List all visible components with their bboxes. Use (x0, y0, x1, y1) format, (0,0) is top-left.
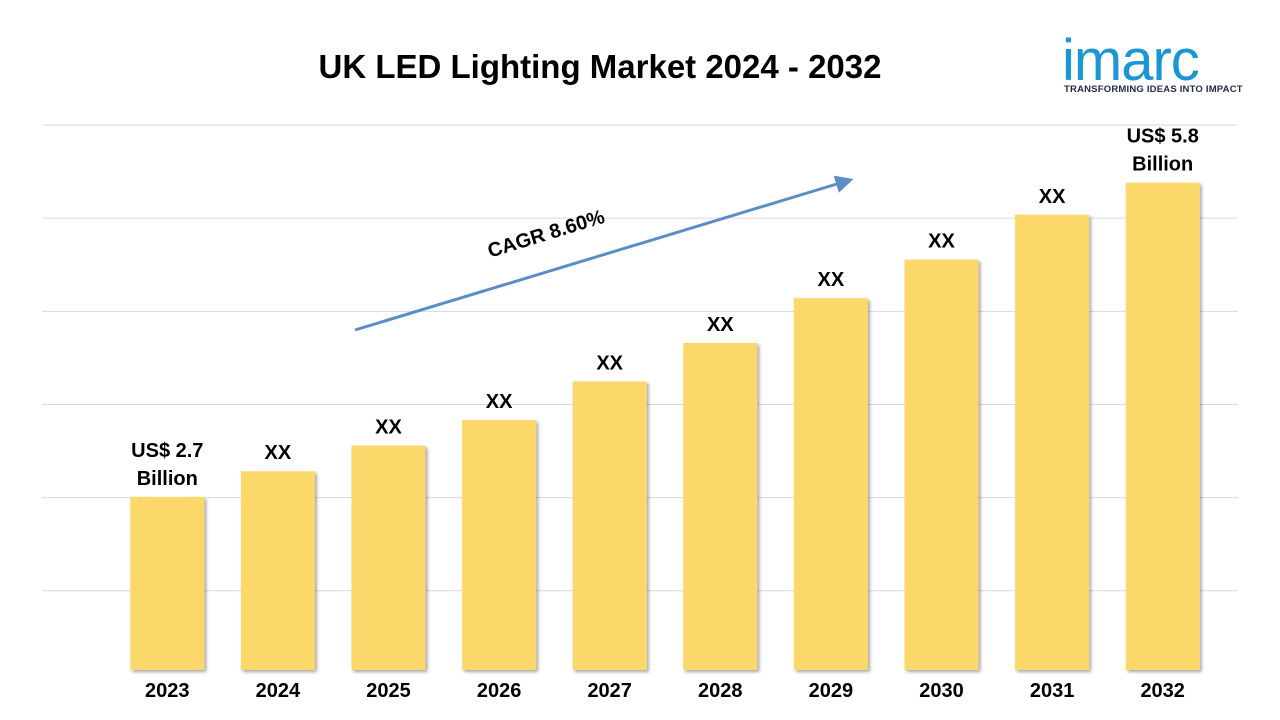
cagr-arrow (354, 175, 854, 332)
bar-2025 (351, 445, 426, 670)
data-label-2023: Billion (137, 468, 198, 490)
bar-2028 (683, 343, 758, 670)
bar-2029 (793, 298, 868, 670)
category-label-2026: 2026 (477, 680, 522, 702)
chart-title: UK LED Lighting Market 2024 - 2032 (319, 48, 882, 85)
category-label-2025: 2025 (366, 680, 411, 702)
data-label-2026: XX (486, 391, 513, 413)
cagr-annotation: CAGR 8.60% (485, 206, 607, 263)
bar-2032 (1125, 182, 1200, 671)
data-label-2025: XX (375, 417, 402, 439)
data-label-2024: XX (265, 442, 292, 464)
data-label-2029: XX (818, 269, 845, 291)
category-labels: 2023 2024 2025 2026 2027 2028 2029 2030 2031 2032 (145, 680, 1185, 702)
category-label-2024: 2024 (256, 680, 301, 702)
bar-2026 (462, 419, 537, 670)
category-label-2027: 2027 (587, 680, 632, 702)
data-label-2027: XX (596, 352, 623, 374)
data-label-2028: XX (707, 314, 734, 336)
bars (130, 182, 1200, 671)
data-labels: US$ 2.7 Billion XX XX XX XX XX XX XX XX US$ 5.8 Bil… (131, 126, 1199, 490)
category-label-2030: 2030 (919, 680, 964, 702)
bar-2027 (572, 381, 647, 670)
bar-2023 (130, 496, 205, 670)
data-label-2031: XX (1039, 186, 1066, 208)
category-label-2029: 2029 (809, 680, 854, 702)
logo-wordmark: imarc (1062, 28, 1199, 93)
bar-2031 (1015, 214, 1090, 670)
category-label-2031: 2031 (1030, 680, 1075, 702)
data-label-2023: US$ 2.7 (131, 440, 203, 462)
imarc-logo: imarc TRANSFORMING IDEAS INTO IMPACT (1062, 28, 1243, 95)
category-label-2028: 2028 (698, 680, 743, 702)
bar-2024 (240, 471, 315, 670)
category-label-2023: 2023 (145, 680, 190, 702)
category-label-2032: 2032 (1140, 680, 1185, 702)
logo-tagline: TRANSFORMING IDEAS INTO IMPACT (1064, 84, 1243, 95)
data-label-2032: Billion (1132, 154, 1193, 176)
data-label-2032: US$ 5.8 (1127, 126, 1199, 148)
data-label-2030: XX (928, 231, 955, 253)
bar-2030 (904, 259, 979, 670)
